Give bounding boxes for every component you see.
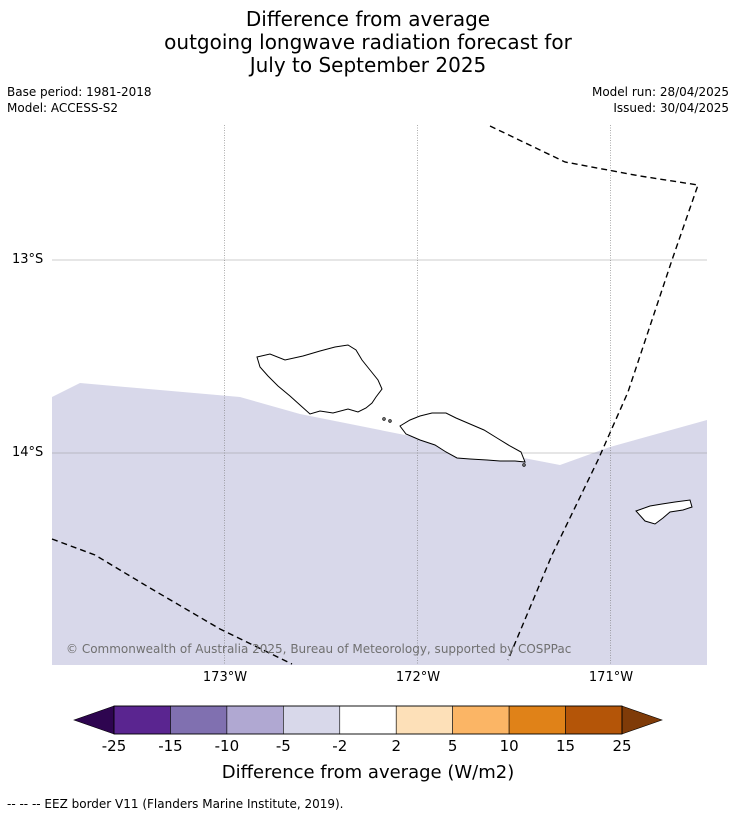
colorbar-tick-label: 5: [447, 737, 458, 755]
colorbar-frame: [113, 705, 623, 735]
model-run: Model run: 28/04/2025: [591, 85, 729, 99]
colorbar-high-extend: [621, 705, 663, 735]
colorbar-tick-label: -5: [275, 737, 291, 755]
colorbar-segment: [226, 705, 284, 735]
colorbar-tick-label: 25: [612, 737, 632, 755]
title-line-1: Difference from average: [245, 7, 491, 31]
colorbar-tick-label: -25: [101, 737, 127, 755]
colorbar-segments: [113, 705, 623, 735]
lat-label-14s: 14°S: [12, 445, 44, 460]
title-line-2: outgoing longwave radiation forecast for: [164, 30, 572, 54]
colorbar-segment: [170, 705, 228, 735]
eez-footnote: -- -- -- EEZ border V11 (Flanders Marine…: [7, 797, 344, 811]
islet-1: [382, 417, 386, 421]
lon-label-173w: 173°W: [202, 670, 248, 685]
islands: [256, 344, 693, 525]
map-title: Difference from average outgoing longwav…: [0, 8, 736, 77]
eez-borders: [51, 125, 699, 665]
colorbar-segment: [339, 705, 397, 735]
eez-border-east: [489, 125, 699, 661]
colorbar-tick-label: -10: [214, 737, 240, 755]
lat-label-13s: 13°S: [12, 252, 44, 267]
anomaly-fill-region: [52, 383, 707, 665]
colorbar-tick-label: -2: [332, 737, 348, 755]
issued-date: Issued: 30/04/2025: [613, 101, 729, 115]
lon-label-172w: 172°W: [395, 670, 441, 685]
colorbar-segment: [452, 705, 510, 735]
colorbar-label: Difference from average (W/m2): [221, 762, 515, 783]
colorbar-tick-label: 10: [499, 737, 519, 755]
gridlines: [52, 125, 707, 665]
colorbar-segment: [508, 705, 566, 735]
colorbar-tick-label: 2: [391, 737, 401, 755]
base-period: Base period: 1981-2018: [7, 85, 152, 99]
tutuila-island: [635, 499, 693, 525]
meta-right: Model run: 28/04/2025 Issued: 30/04/2025: [592, 84, 729, 116]
colorbar-segment: [395, 705, 453, 735]
colorbar-tick-label: 15: [556, 737, 576, 755]
model-name: Model: ACCESS-S2: [7, 101, 119, 115]
eez-border-southwest: [51, 538, 293, 665]
colorbar-segment: [283, 705, 341, 735]
colorbar-segment: [113, 705, 171, 735]
meta-left: Base period: 1981-2018 Model: ACCESS-S2: [7, 84, 152, 116]
copyright-text: © Commonwealth of Australia 2025, Bureau…: [66, 642, 571, 656]
colorbar-low-extend: [73, 705, 115, 735]
colorbar-segment: [565, 705, 623, 735]
islet-3: [522, 463, 526, 467]
colorbar-tick-label: -15: [158, 737, 183, 755]
title-line-3: July to September 2025: [249, 53, 487, 77]
lon-label-171w: 171°W: [588, 670, 634, 685]
savaii-island: [256, 344, 383, 415]
upolu-island: [399, 412, 526, 463]
islet-2: [388, 419, 392, 423]
